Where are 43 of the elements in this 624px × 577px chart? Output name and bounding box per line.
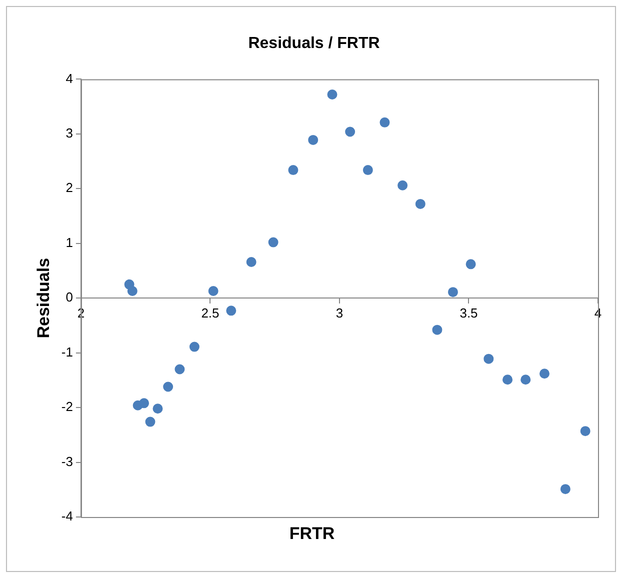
y-tick-label: -1 [61, 344, 73, 360]
point [246, 256, 256, 267]
y-tick-label: 2 [66, 180, 73, 196]
point [308, 134, 318, 145]
y-tick-label: -4 [61, 508, 73, 524]
y-tick-label: 0 [66, 290, 73, 305]
point [139, 398, 150, 408]
point [345, 126, 356, 137]
point [226, 306, 236, 316]
point [398, 180, 408, 190]
point [208, 286, 218, 296]
point [152, 404, 163, 414]
point [189, 342, 200, 352]
point [539, 368, 550, 379]
point [432, 324, 442, 335]
x-tick-label: 3.5 [460, 305, 478, 320]
point [520, 374, 531, 385]
y-tick-label: 4 [66, 70, 73, 86]
point [415, 198, 426, 209]
point [127, 286, 138, 296]
point [145, 416, 156, 427]
point [163, 382, 174, 392]
point [466, 259, 476, 270]
point [448, 287, 458, 298]
point [484, 354, 494, 364]
point [327, 90, 338, 100]
chart-title: Residuals / FRTR [248, 35, 380, 52]
x-tick-label: 3 [336, 305, 344, 320]
x-tick-label: 2.5 [201, 305, 220, 320]
x-axis-title: FRTR [288, 524, 336, 544]
point [288, 165, 298, 176]
y-tick-label: -3 [61, 454, 73, 469]
y-tick-label: 1 [66, 234, 73, 250]
y-axis-title: Residuals [34, 258, 53, 338]
point [560, 484, 570, 494]
point [362, 165, 373, 176]
point [380, 117, 390, 128]
point [268, 237, 278, 248]
y-tick-label: 3 [66, 126, 73, 141]
point [174, 364, 185, 374]
y-tick-label: -2 [61, 399, 73, 414]
point [502, 374, 513, 385]
point [580, 426, 590, 436]
